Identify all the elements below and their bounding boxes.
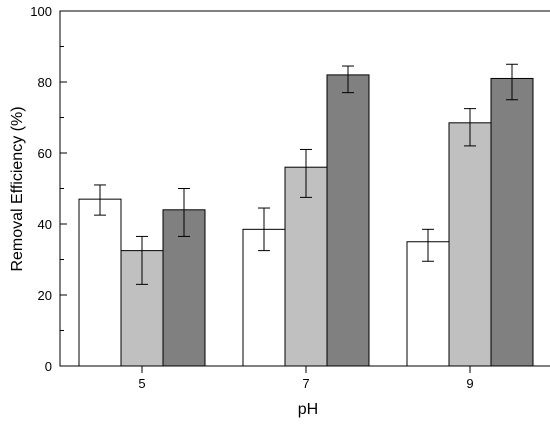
x-tick-label: 9: [466, 376, 473, 391]
y-tick-label: 60: [38, 146, 52, 161]
y-tick-label: 100: [30, 4, 52, 19]
x-axis: 5 7 9: [138, 366, 474, 391]
y-tick-label: 0: [45, 359, 52, 374]
y-axis-title: Removal Efficiency (%): [9, 106, 26, 271]
bar: [78, 198, 122, 367]
y-tick-label: 20: [38, 288, 52, 303]
bar: [448, 122, 492, 367]
y-axis: 0 20 40 60 80 100: [30, 4, 67, 374]
error-bars: [94, 63, 518, 285]
bar: [490, 77, 534, 367]
x-axis-title: pH: [298, 401, 318, 418]
y-tick-label: 80: [38, 75, 52, 90]
x-tick-label: 7: [302, 376, 309, 391]
y-tick-label: 40: [38, 217, 52, 232]
x-tick-label: 5: [138, 376, 145, 391]
bar: [326, 74, 370, 367]
bars: [78, 74, 534, 367]
